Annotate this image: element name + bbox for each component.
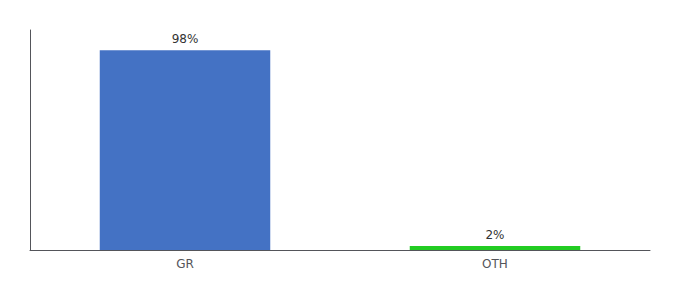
- svg-text:OTH: OTH: [482, 257, 508, 271]
- svg-text:98%: 98%: [172, 32, 199, 46]
- svg-text:2%: 2%: [485, 228, 504, 242]
- svg-text:GR: GR: [176, 257, 194, 271]
